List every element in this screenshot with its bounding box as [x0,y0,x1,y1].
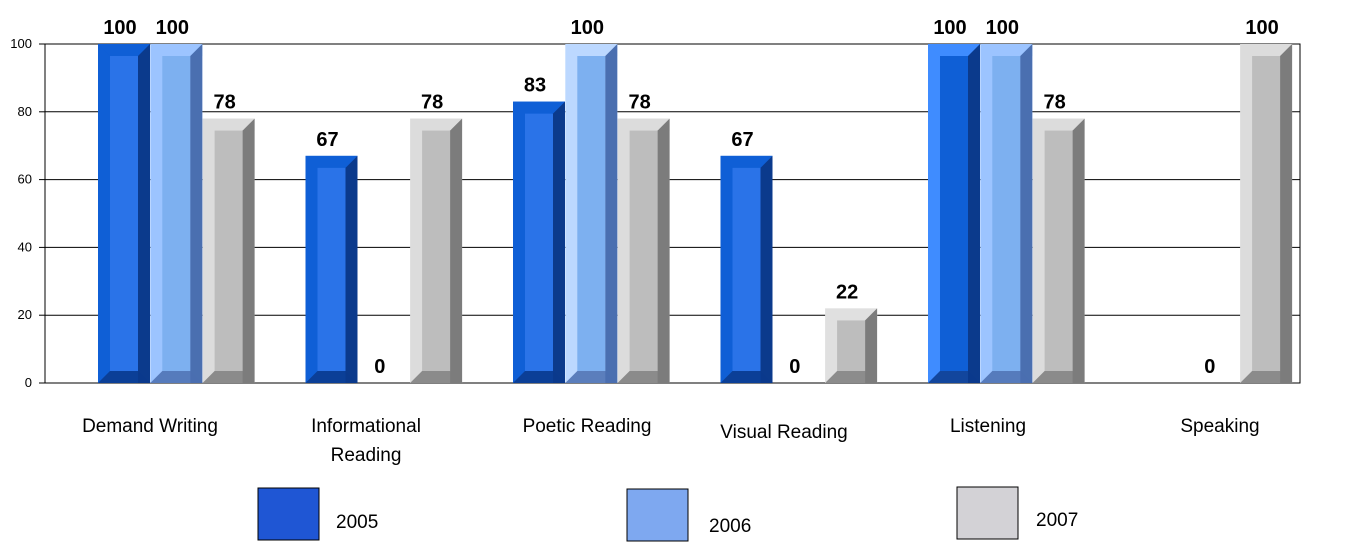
value-label: 67 [316,129,338,151]
bar-top-face [513,101,565,114]
bar-side-face [1280,44,1293,383]
value-label: 0 [1204,356,1215,378]
y-tick-label: 100 [10,36,32,51]
value-label: 67 [731,129,753,151]
y-tick-label: 80 [18,104,32,119]
bar-bottom-face [410,371,463,383]
value-label: 100 [933,17,966,39]
bar-bottom-face [617,371,670,383]
bar-side-face [345,155,358,383]
bar-top-face [565,44,618,56]
value-label: 78 [1043,92,1065,114]
legend-label: 2007 [1036,510,1078,531]
bar-side-face [138,44,150,383]
bar-top-face [1032,118,1085,131]
bar-inner-face [525,113,553,371]
bar-inner-face [110,56,138,371]
bar-top-face [150,44,203,56]
legend-swatch [257,487,320,541]
value-label: 100 [986,17,1019,39]
bar-bottom-face [720,371,773,383]
bar-top-face [202,118,255,131]
bar-bottom-face [980,371,1033,383]
category-label: Demand Writing [82,416,218,437]
bar-inner-face [1044,130,1073,371]
bar-top-face [617,118,670,131]
bar-top-face [410,118,463,131]
bar-side-face [865,308,878,383]
category-label: Poetic Reading [523,416,652,437]
value-label: 0 [374,356,385,378]
bar-side-face [760,155,773,383]
bar-top-face [1240,44,1293,56]
value-label: 78 [421,92,443,114]
bar-top-face [720,155,773,168]
bar-inner-face [1252,56,1281,371]
bar-bottom-face [513,371,565,383]
bar-inner-face [732,167,761,371]
bar-inner-face [940,56,968,371]
legend-label: 2006 [709,516,751,537]
bar-top-face [825,308,878,321]
bar-inner-face [162,56,191,371]
value-label: 0 [789,356,800,378]
bar-inner-face [629,130,658,371]
bar-side-face [190,44,203,383]
bar-bottom-face [305,371,358,383]
bar-top-face [980,44,1033,56]
bar-bottom-face [825,371,878,383]
bar-side-face [553,101,565,383]
value-label: 100 [1245,17,1278,39]
value-label: 100 [156,17,189,39]
bar-inner-face [577,56,606,371]
bar-bottom-face [928,371,980,383]
y-tick-label: 0 [25,375,32,390]
value-label: 78 [213,92,235,114]
bar-inner-face [992,56,1021,371]
bar-inner-face [837,320,866,371]
bar-side-face [450,118,463,383]
bar-bottom-face [202,371,255,383]
bar-bottom-face [1032,371,1085,383]
legend-swatch [626,488,689,542]
bar-top-face [305,155,358,168]
bar-inner-face [317,167,346,371]
bar-side-face [657,118,670,383]
legend-swatch [956,486,1019,540]
category-label: Listening [950,416,1026,437]
category-label: Reading [331,445,402,466]
bar-bottom-face [1240,371,1293,383]
legend-label: 2005 [336,512,378,533]
y-tick-label: 40 [18,239,32,254]
bar-inner-face [422,130,451,371]
bar-side-face [1072,118,1085,383]
bar-side-face [605,44,618,383]
bar-bottom-face [150,371,203,383]
bar-bottom-face [98,371,150,383]
y-tick-label: 20 [18,307,32,322]
bar-side-face [968,44,980,383]
value-label: 100 [571,17,604,39]
bar-bottom-face [565,371,618,383]
category-label: Informational [311,416,421,437]
value-label: 83 [524,75,546,97]
bar-side-face [1020,44,1033,383]
category-label: Speaking [1180,416,1259,437]
bar-top-face [98,44,150,56]
bar-top-face [928,44,980,56]
y-tick-label: 60 [18,172,32,187]
value-label: 78 [628,92,650,114]
bar-inner-face [214,130,243,371]
value-label: 100 [103,17,136,39]
category-label: Visual Reading [720,422,847,443]
value-label: 22 [836,281,858,303]
bar-side-face [242,118,255,383]
